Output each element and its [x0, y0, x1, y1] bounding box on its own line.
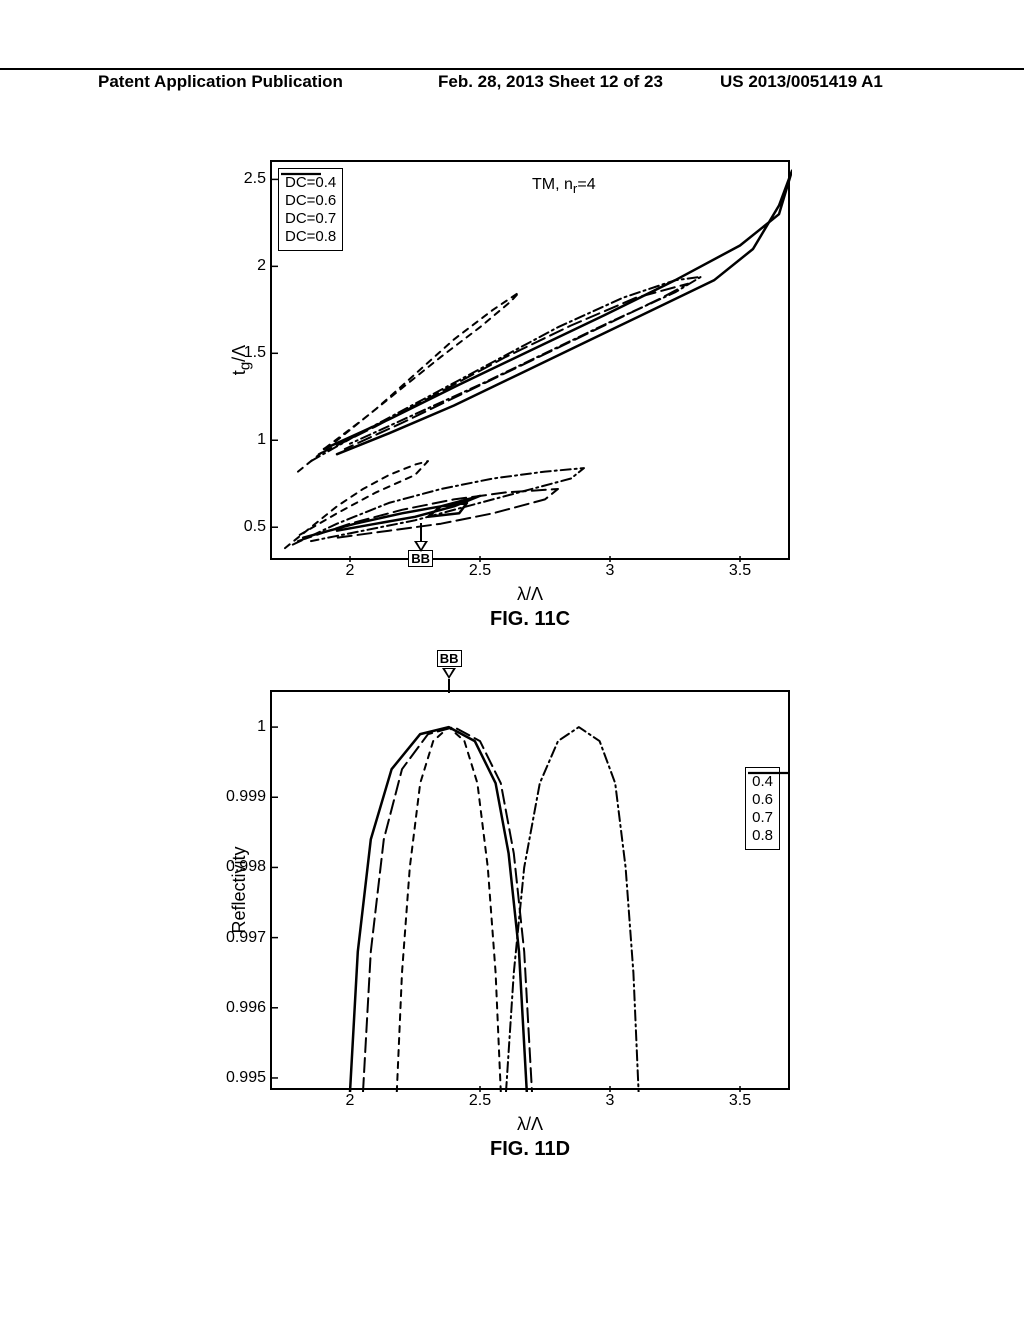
ytick-label: 0.997	[226, 929, 266, 947]
xtick-label: 2	[346, 1092, 355, 1110]
legend-row: DC=0.8	[285, 228, 336, 245]
ytick-label: 0.5	[244, 518, 266, 536]
ytick-label: 2	[257, 257, 266, 275]
header-date-sheet: Feb. 28, 2013 Sheet 12 of 23	[438, 72, 663, 92]
chart-11c-box: DC=0.4DC=0.6DC=0.7DC=0.8 TM, nr=4 tg/Λ λ…	[270, 160, 790, 560]
bb-marker-11c: BB	[408, 523, 433, 567]
chart-11d-legend: 0.40.60.70.8	[745, 767, 780, 850]
ytick-label: 1.5	[244, 344, 266, 362]
legend-label: 0.6	[752, 791, 773, 808]
legend-row: DC=0.6	[285, 192, 336, 209]
legend-label: DC=0.8	[285, 228, 336, 245]
xtick-label: 3	[606, 1092, 615, 1110]
bb-marker-11d: BB	[437, 650, 462, 693]
figure-11c-caption: FIG. 11C	[490, 608, 570, 631]
xtick-label: 3	[606, 562, 615, 580]
ytick-label: 1	[257, 431, 266, 449]
ytick-label: 0.998	[226, 858, 266, 876]
legend-label: 0.8	[752, 827, 773, 844]
chart-11d-svg	[272, 692, 792, 1092]
xtick-label: 2.5	[469, 562, 491, 580]
xtick-label: 3.5	[729, 1092, 751, 1110]
xtick-label: 2.5	[469, 1092, 491, 1110]
figure-11d-caption: FIG. 11D	[490, 1138, 570, 1161]
legend-row: 0.6	[752, 791, 773, 808]
chart-11c-legend: DC=0.4DC=0.6DC=0.7DC=0.8	[278, 168, 343, 251]
chart-11c-svg	[272, 162, 792, 562]
figure-11c: DC=0.4DC=0.6DC=0.7DC=0.8 TM, nr=4 tg/Λ λ…	[210, 160, 810, 640]
ytick-label: 1	[257, 718, 266, 736]
page-header: Patent Application Publication Feb. 28, …	[0, 68, 1024, 72]
chart-11d-xlabel: λ/Λ	[517, 1114, 543, 1135]
ytick-label: 0.999	[226, 788, 266, 806]
legend-label: 0.7	[752, 809, 773, 826]
legend-label: DC=0.6	[285, 192, 336, 209]
header-publication: Patent Application Publication	[98, 72, 343, 92]
chart-11c-annotation: TM, nr=4	[532, 176, 596, 196]
chart-11d-box: 0.40.60.70.8 Reflectivity λ/Λ FIG. 11D B…	[270, 690, 790, 1090]
legend-row: 0.8	[752, 827, 773, 844]
ytick-label: 2.5	[244, 170, 266, 188]
ytick-label: 0.996	[226, 999, 266, 1017]
xtick-label: 2	[346, 562, 355, 580]
legend-row: 0.7	[752, 809, 773, 826]
header-pub-number: US 2013/0051419 A1	[720, 72, 883, 92]
chart-11c-xlabel: λ/Λ	[517, 584, 543, 605]
legend-label: DC=0.7	[285, 210, 336, 227]
figure-11d: 0.40.60.70.8 Reflectivity λ/Λ FIG. 11D B…	[210, 690, 810, 1220]
legend-row: DC=0.7	[285, 210, 336, 227]
ytick-label: 0.995	[226, 1069, 266, 1087]
xtick-label: 3.5	[729, 562, 751, 580]
